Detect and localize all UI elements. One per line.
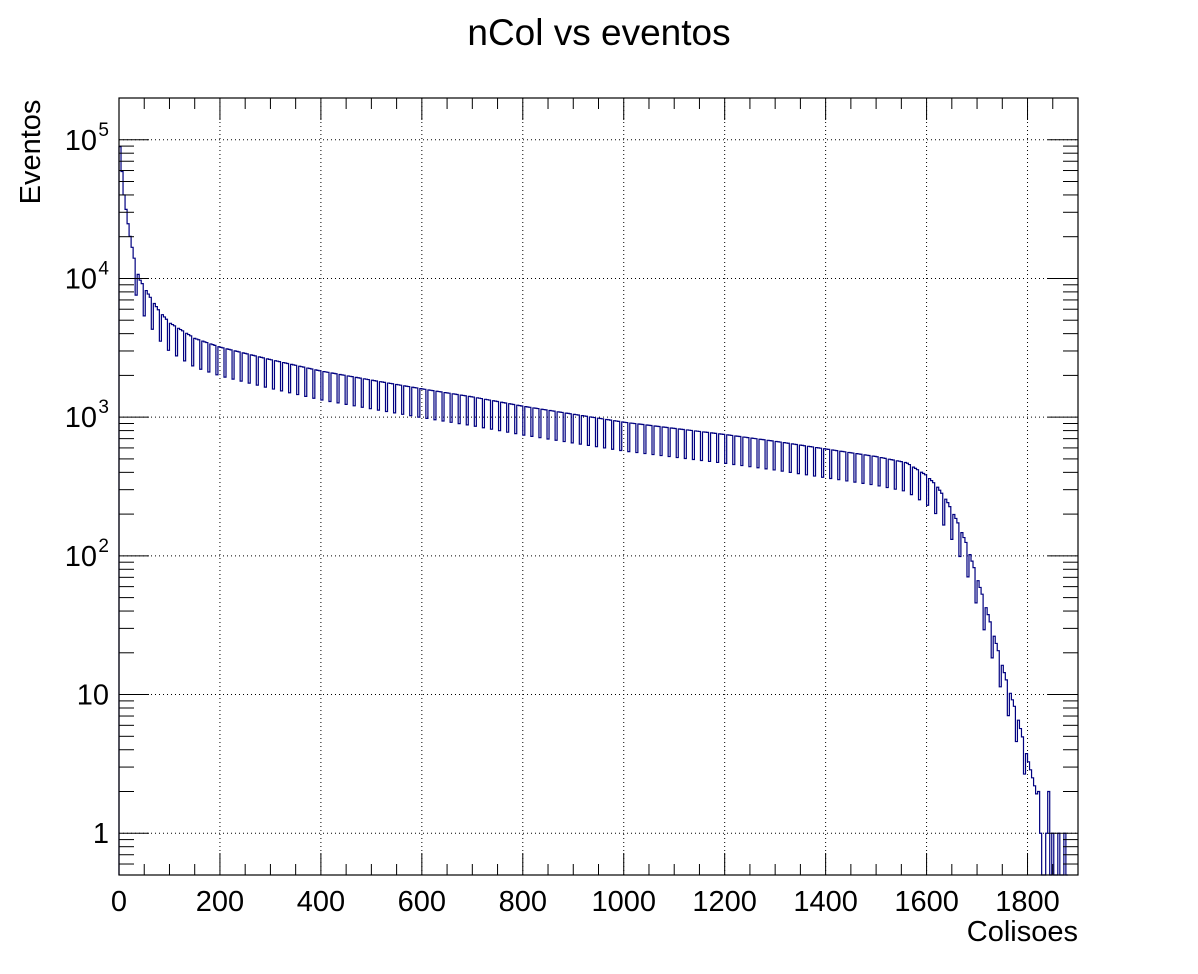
x-tick-label: 1800: [995, 886, 1060, 918]
x-tick-label: 1000: [591, 886, 656, 918]
x-tick-label: 600: [398, 886, 446, 918]
x-tick-label: 400: [297, 886, 345, 918]
y-tick-label: 10: [65, 263, 97, 295]
y-tick-exponent: 5: [98, 120, 109, 141]
x-tick-label: 1400: [793, 886, 858, 918]
x-tick-label: 1200: [692, 886, 757, 918]
y-tick-label: 10: [65, 125, 97, 157]
y-tick-exponent: 3: [98, 397, 109, 418]
y-tick-label: 10: [65, 402, 97, 434]
y-axis-title: Eventos: [15, 99, 47, 205]
axis-ticks: [118, 97, 1079, 876]
chart-title: nCol vs eventos: [467, 12, 731, 53]
histogram-series: [118, 146, 1068, 876]
x-tick-label: 200: [196, 886, 244, 918]
x-tick-label: 1600: [894, 886, 959, 918]
y-tick-label: 10: [65, 541, 97, 573]
y-tick-label: 10: [77, 680, 109, 712]
x-axis-title: Colisoes: [966, 916, 1078, 948]
x-tick-label: 800: [499, 886, 547, 918]
x-tick-label: 0: [111, 886, 127, 918]
y-tick-label: 1: [93, 818, 109, 850]
y-tick-exponent: 4: [98, 258, 109, 279]
histogram-line: [118, 146, 1068, 876]
y-tick-exponent: 2: [98, 536, 109, 557]
